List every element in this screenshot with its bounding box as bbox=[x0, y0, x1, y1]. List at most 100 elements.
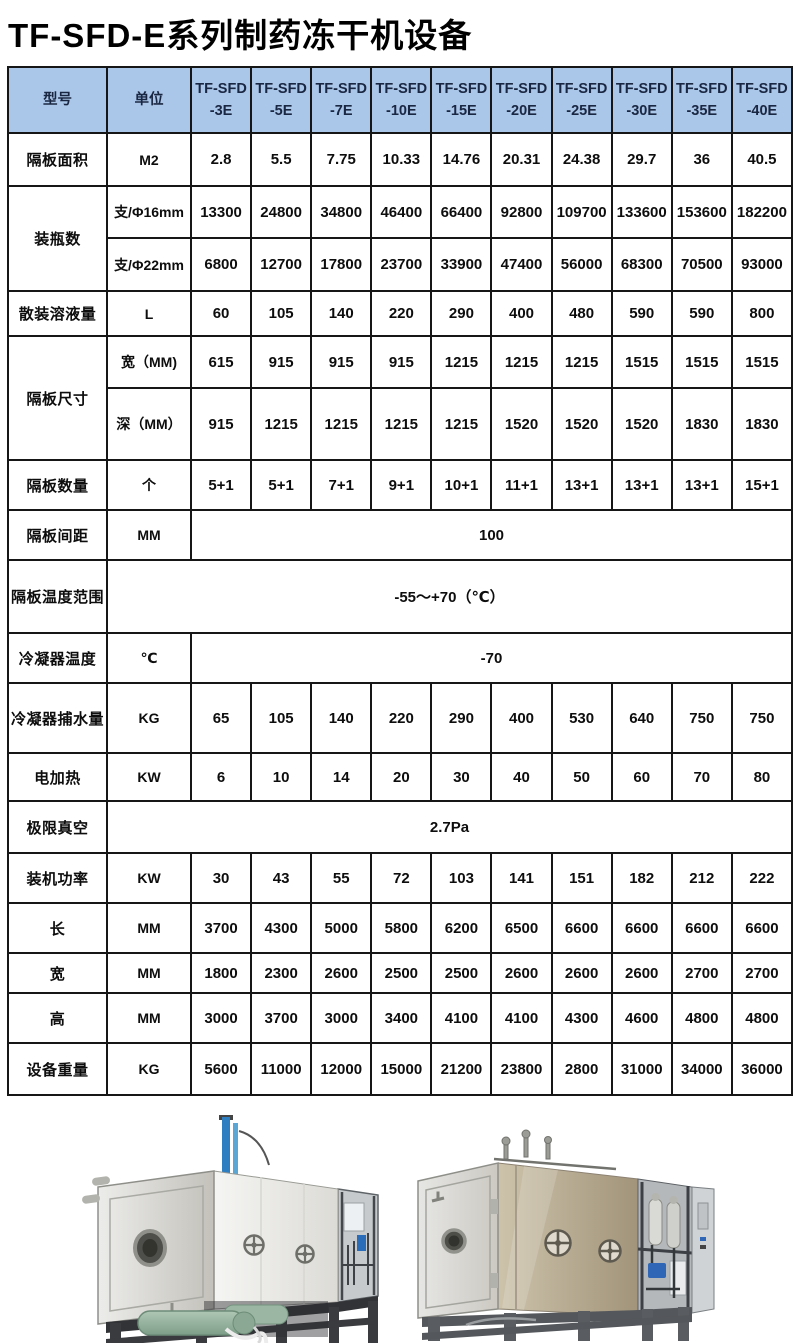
row-label: 宽 bbox=[7, 952, 108, 994]
table-row: 装瓶数 支/Φ16mm 13300 24800 34800 46400 66400 92800… bbox=[7, 185, 794, 292]
value-cell: 24.38 bbox=[550, 132, 613, 187]
value-cell: 46400 bbox=[370, 185, 433, 239]
row-label: 隔板面积 bbox=[7, 132, 108, 187]
value-cell: 34800 bbox=[310, 185, 373, 239]
value-cell: 60 bbox=[610, 752, 673, 802]
value-cell: 15+1 bbox=[730, 459, 794, 511]
spec-table-head: 型号 单位 TF-SFD -3E TF-SFD -5E TF-SFD -7E TF-SFD -10… bbox=[7, 66, 794, 134]
row-label: 散装溶液量 bbox=[7, 290, 108, 337]
value-cell: 12700 bbox=[250, 237, 313, 292]
value-cell: 93000 bbox=[730, 237, 794, 292]
value-cell: 1520 bbox=[550, 387, 613, 461]
value-cell: 5+1 bbox=[189, 459, 253, 511]
value-cell: 2500 bbox=[430, 952, 493, 994]
value-cell: 800 bbox=[730, 290, 794, 337]
value-cell: 29.7 bbox=[610, 132, 673, 187]
table-row: 支/Φ22mm 6800 12700 17800 23700 33900 47400 5600… bbox=[8, 237, 794, 292]
model-prefix: TF-SFD bbox=[435, 80, 488, 97]
unit-cell: KW bbox=[106, 852, 192, 904]
row-label: 装瓶数 bbox=[7, 185, 108, 292]
value-cell: 13+1 bbox=[610, 459, 673, 511]
value-cell: 4800 bbox=[730, 992, 794, 1044]
unit-cell: KG bbox=[106, 1042, 192, 1096]
value-cell: 70500 bbox=[670, 237, 733, 292]
unit-cell: L bbox=[106, 290, 192, 337]
value-cell: 915 bbox=[310, 335, 373, 389]
table-row: 隔板尺寸 宽（MM) 615 915 915 915 1215 1215 1215 1515 151… bbox=[7, 335, 794, 461]
value-cell: 23800 bbox=[490, 1042, 553, 1096]
value-cell: 36000 bbox=[730, 1042, 794, 1096]
value-cell: 640 bbox=[610, 682, 673, 754]
value-cell: 133600 bbox=[610, 185, 673, 239]
value-cell: 5+1 bbox=[250, 459, 313, 511]
model-suffix: -5E bbox=[269, 103, 293, 119]
page-title: TF-SFD-E系列制药冻干机设备 bbox=[8, 17, 473, 54]
unit-cell: KW bbox=[106, 752, 192, 802]
col-header-model-3: TF-SFD -10E bbox=[370, 66, 433, 134]
value-cell: 290 bbox=[430, 290, 493, 337]
value-cell: 1515 bbox=[730, 335, 794, 389]
value-cell: 915 bbox=[189, 387, 253, 461]
value-cell: 220 bbox=[370, 682, 433, 754]
col-header-model-9: TF-SFD -40E bbox=[730, 66, 794, 134]
value-cell: 153600 bbox=[670, 185, 733, 239]
value-cell: 11+1 bbox=[490, 459, 553, 511]
col-header-model-4: TF-SFD -15E bbox=[430, 66, 493, 134]
control-cabinet bbox=[691, 1186, 715, 1314]
value-cell: 3000 bbox=[189, 992, 253, 1044]
row-label: 冷凝器温度 bbox=[7, 632, 108, 684]
value-cell: 56000 bbox=[550, 237, 613, 292]
header-row: 型号 单位 TF-SFD -3E TF-SFD -5E TF-SFD -7E TF-SFD -10… bbox=[7, 66, 794, 134]
value-cell: 915 bbox=[370, 335, 433, 389]
value-cell: 3700 bbox=[250, 992, 313, 1044]
value-cell: 13+1 bbox=[550, 459, 613, 511]
value-cell: 1520 bbox=[610, 387, 673, 461]
unit-cell: MM bbox=[106, 992, 192, 1044]
model-suffix: -35E bbox=[686, 103, 718, 119]
wheel-handle bbox=[544, 1229, 622, 1263]
row-label: 极限真空 bbox=[7, 800, 108, 854]
model-suffix: -10E bbox=[386, 103, 417, 119]
row-label: 长 bbox=[7, 902, 108, 954]
value-cell: 6600 bbox=[610, 902, 673, 954]
model-prefix: TF-SFD bbox=[315, 80, 367, 97]
value-cell: 1515 bbox=[670, 335, 733, 389]
value-cell: 151 bbox=[550, 852, 613, 904]
model-prefix: TF-SFD bbox=[495, 80, 548, 97]
value-cell: 11000 bbox=[250, 1042, 313, 1096]
col-header-unit: 单位 bbox=[106, 66, 192, 134]
value-cell: 15000 bbox=[370, 1042, 433, 1096]
model-suffix: -15E bbox=[446, 103, 477, 119]
equipment-rack bbox=[337, 1188, 379, 1303]
table-row: 电加热 KW 6 10 14 20 30 40 50 60 70 80 bbox=[7, 752, 794, 802]
spec-table: 型号 单位 TF-SFD -3E TF-SFD -5E TF-SFD -7E TF-SFD -10… bbox=[7, 66, 794, 1096]
model-prefix: TF-SFD bbox=[195, 80, 247, 97]
value-cell: 68300 bbox=[610, 237, 673, 292]
value-cell: 4600 bbox=[610, 992, 673, 1044]
model-prefix: TF-SFD bbox=[615, 80, 668, 97]
value-cell: 10.33 bbox=[370, 132, 433, 187]
value-cell: 17800 bbox=[310, 237, 373, 292]
value-cell: 2600 bbox=[490, 952, 553, 994]
model-prefix: TF-SFD bbox=[375, 80, 428, 97]
unit-cell: ℃ bbox=[106, 632, 192, 684]
model-prefix: TF-SFD bbox=[676, 80, 728, 97]
value-cell: 220 bbox=[370, 290, 433, 337]
machine-photo-right bbox=[417, 1129, 715, 1341]
col-header-model-0: TF-SFD -3E bbox=[189, 66, 253, 134]
table-row: 隔板面积 M2 2.8 5.5 7.75 10.33 14.76 20.31 24.38 29.7… bbox=[7, 132, 794, 187]
table-row: 装机功率 KW 30 43 55 72 103 141 151 182 212 222 bbox=[7, 852, 794, 904]
value-cell: 3000 bbox=[310, 992, 373, 1044]
chamber-door bbox=[417, 1162, 499, 1319]
value-cell: 590 bbox=[610, 290, 673, 337]
value-cell: 182 bbox=[610, 852, 673, 904]
value-cell: 1215 bbox=[370, 387, 433, 461]
unit-cell: MM bbox=[106, 952, 192, 994]
page: TF-SFD-E系列制药冻干机设备 型号 单位 TF-SFD -3E TF-SFD -5E… bbox=[0, 9, 800, 1343]
value-cell: 12000 bbox=[310, 1042, 373, 1096]
table-row: 隔板数量个 5+1 5+1 7+1 9+1 10+1 11+1 13+1 13+1 13+1 15+… bbox=[7, 459, 794, 511]
col-header-model-1: TF-SFD -5E bbox=[250, 66, 313, 134]
value-cell: 80 bbox=[730, 752, 794, 802]
row-label: 电加热 bbox=[7, 752, 108, 802]
model-prefix: TF-SFD bbox=[555, 80, 608, 97]
